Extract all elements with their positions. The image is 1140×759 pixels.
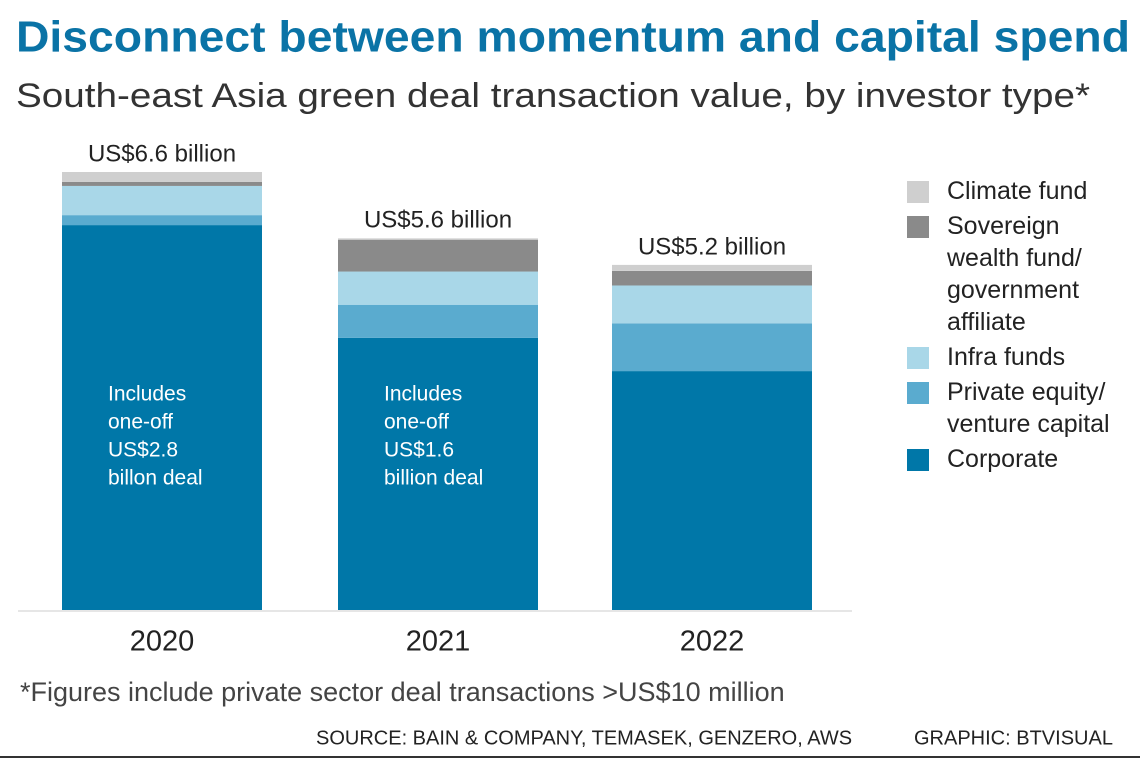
legend-swatch: [907, 216, 929, 238]
legend-swatch: [907, 449, 929, 471]
bar-annotation: billon deal: [108, 467, 203, 490]
x-tick-label: 2020: [130, 626, 195, 658]
legend-label: Sovereign wealth fund/government affiliate: [946, 212, 1082, 336]
bar-annotation: Includes: [108, 383, 186, 406]
total-label: US$5.2 billion: [638, 233, 786, 260]
bar-annotation: US$2.8: [108, 439, 178, 462]
bar-segment: [612, 264, 812, 271]
bar-segment: [338, 337, 538, 610]
bar-annotation: one-off: [108, 411, 173, 434]
bar-annotation: billion deal: [384, 467, 483, 490]
legend-label: Infra funds: [947, 343, 1065, 371]
bar-segment: [62, 225, 262, 610]
bar-segment: [62, 185, 262, 216]
chart-subtitle: South-east Asia green deal transaction v…: [16, 77, 1090, 115]
chart-title: Disconnect between momentum and capital …: [16, 13, 1130, 62]
bar-segment: [612, 270, 812, 286]
bar-annotation: one-off: [384, 411, 449, 434]
bar-segment: [62, 181, 262, 186]
credit: GRAPHIC: BTVISUAL: [914, 727, 1113, 749]
bar-annotation: Includes: [384, 383, 462, 406]
total-label: US$5.6 billion: [364, 207, 512, 234]
legend-swatch: [907, 382, 929, 404]
x-tick-label: 2021: [406, 626, 471, 658]
bar-segment: [612, 285, 812, 324]
legend-label: Private equity/venture capital: [947, 378, 1110, 438]
bar-segment: [62, 172, 262, 182]
bar-segment: [62, 215, 262, 226]
bar-segment: [612, 323, 812, 372]
source: SOURCE: BAIN & COMPANY, TEMASEK, GENZERO…: [316, 727, 852, 749]
bar-segment: [612, 371, 812, 610]
footnote: *Figures include private sector deal tra…: [20, 677, 785, 707]
x-tick-label: 2022: [680, 626, 745, 658]
bar-segment: [338, 238, 538, 240]
bar-segment: [338, 239, 538, 272]
bar-annotation: US$1.6: [384, 439, 454, 462]
legend-label: Corporate: [947, 445, 1058, 473]
bar-segment: [338, 271, 538, 305]
legend-label: Climate fund: [947, 177, 1087, 205]
total-label: US$6.6 billion: [88, 140, 236, 167]
bar-segment: [338, 304, 538, 338]
legend-swatch: [907, 181, 929, 203]
legend-swatch: [907, 347, 929, 369]
